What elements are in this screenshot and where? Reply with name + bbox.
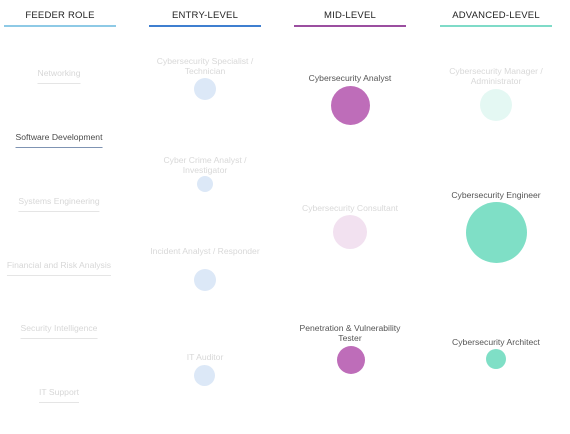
advanced-role-bubble-engineer[interactable] [466, 202, 527, 263]
mid-role-bubble-consultant[interactable] [333, 215, 367, 249]
feeder-role-underline [39, 402, 79, 403]
column-header-feeder: FEEDER ROLE [4, 10, 116, 27]
feeder-role-software-development[interactable]: Software Development [15, 132, 103, 148]
mid-role-label-analyst: Cybersecurity Analyst [308, 73, 392, 83]
feeder-role-it-support[interactable]: IT Support [39, 387, 79, 403]
advanced-role-label-architect: Cybersecurity Architect [452, 337, 540, 347]
column-header-advanced: ADVANCED-LEVEL [440, 10, 552, 27]
column-header-entry: ENTRY-LEVEL [149, 10, 261, 27]
feeder-role-label: Software Development [15, 132, 103, 142]
column-header-underline [4, 25, 116, 27]
column-header-mid-label: MID-LEVEL [324, 10, 376, 21]
column-header-feeder-label: FEEDER ROLE [25, 10, 95, 21]
advanced-role-label-engineer: Cybersecurity Engineer [451, 190, 541, 200]
feeder-role-underline [37, 83, 81, 84]
column-header-underline [440, 25, 552, 27]
mid-role-bubble-analyst[interactable] [331, 86, 370, 125]
feeder-role-financial-risk-analysis[interactable]: Financial and Risk Analysis [6, 260, 112, 276]
column-header-advanced-label: ADVANCED-LEVEL [452, 10, 540, 21]
feeder-role-networking[interactable]: Networking [37, 68, 81, 84]
feeder-role-systems-engineering[interactable]: Systems Engineering [18, 196, 100, 212]
entry-role-bubble-crime-analyst[interactable] [197, 176, 213, 192]
mid-role-bubble-pen-tester[interactable] [337, 346, 365, 374]
feeder-role-underline [15, 147, 103, 148]
feeder-role-label: Security Intelligence [20, 323, 98, 333]
feeder-role-label: Networking [37, 68, 81, 78]
entry-role-label-it-auditor: IT Auditor [186, 352, 224, 362]
mid-role-label-consultant: Cybersecurity Consultant [301, 203, 398, 213]
column-header-underline [294, 25, 406, 27]
column-header-entry-label: ENTRY-LEVEL [171, 10, 239, 21]
entry-role-bubble-specialist[interactable] [194, 78, 216, 100]
column-header-underline [149, 25, 261, 27]
entry-role-label-crime-analyst: Cyber Crime Analyst / Investigator [163, 155, 247, 175]
advanced-role-label-manager: Cybersecurity Manager / Administrator [449, 66, 543, 86]
column-header-mid: MID-LEVEL [294, 10, 406, 27]
advanced-role-bubble-manager[interactable] [480, 89, 512, 121]
feeder-role-underline [18, 211, 100, 212]
entry-role-label-specialist: Cybersecurity Specialist / Technician [156, 56, 254, 76]
feeder-role-underline [6, 275, 112, 276]
entry-role-bubble-it-auditor[interactable] [194, 365, 215, 386]
feeder-role-label: Systems Engineering [18, 196, 100, 206]
feeder-role-underline [20, 338, 98, 339]
feeder-role-label: Financial and Risk Analysis [6, 260, 112, 270]
mid-role-label-pen-tester: Penetration & Vulnerability Tester [299, 323, 401, 343]
feeder-role-security-intelligence[interactable]: Security Intelligence [20, 323, 98, 339]
advanced-role-bubble-architect[interactable] [486, 349, 506, 369]
entry-role-bubble-incident-analyst[interactable] [194, 269, 216, 291]
feeder-role-label: IT Support [39, 387, 79, 397]
entry-role-label-incident-analyst: Incident Analyst / Responder [150, 246, 260, 256]
